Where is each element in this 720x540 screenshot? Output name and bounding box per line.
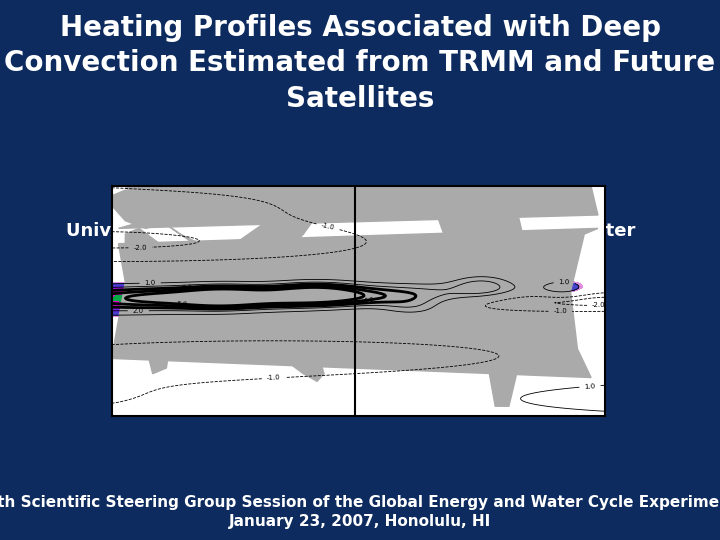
Polygon shape [112, 163, 598, 228]
Polygon shape [112, 190, 160, 228]
Text: 19th Scientific Steering Group Session of the Global Energy and Water Cycle Expe: 19th Scientific Steering Group Session o… [0, 495, 720, 529]
Text: 2.0: 2.0 [132, 308, 144, 314]
Polygon shape [166, 163, 344, 225]
Polygon shape [433, 163, 523, 282]
Polygon shape [112, 228, 598, 377]
Text: Goddard Space Flight Center: Goddard Space Flight Center [343, 222, 636, 240]
Polygon shape [488, 282, 523, 406]
Text: -1.0: -1.0 [320, 222, 336, 231]
Text: 5.0: 5.0 [176, 301, 187, 307]
Text: 1.0: 1.0 [559, 279, 570, 285]
Polygon shape [125, 228, 174, 374]
Polygon shape [269, 330, 324, 381]
Polygon shape [166, 196, 317, 282]
Text: -1.0: -1.0 [554, 308, 567, 314]
Text: Heating Profiles Associated with Deep
Convection Estimated from TRMM and Future
: Heating Profiles Associated with Deep Co… [4, 14, 716, 113]
Text: 4.0: 4.0 [363, 296, 374, 303]
Text: 1.0: 1.0 [145, 280, 156, 286]
Text: Robert Houze: Robert Houze [124, 202, 265, 222]
Text: 3.0: 3.0 [181, 284, 192, 291]
Polygon shape [482, 267, 509, 286]
Text: -2.0: -2.0 [592, 302, 606, 308]
Polygon shape [242, 253, 276, 297]
Text: -2.0: -2.0 [133, 245, 147, 251]
Text: University of Washington: University of Washington [66, 222, 323, 240]
Text: -1.0: -1.0 [266, 375, 281, 381]
Text: Wei-Kuo Tao: Wei-Kuo Tao [427, 202, 552, 222]
Text: 1.0: 1.0 [584, 383, 595, 390]
